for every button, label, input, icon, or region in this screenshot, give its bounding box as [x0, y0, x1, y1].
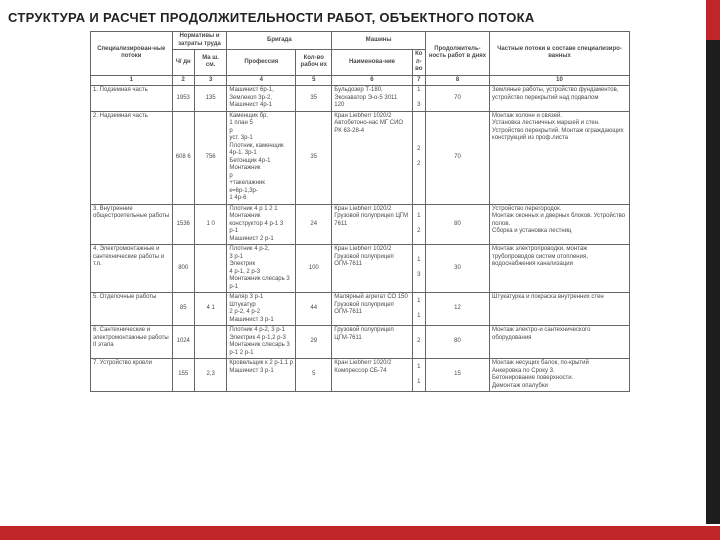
- table-row: 2. Надземная часть608 6756Каменщик бр. 1…: [91, 111, 630, 204]
- th-brigade: Бригада: [227, 32, 332, 50]
- column-number-row: 1 2 3 4 5 6 7 8 10: [91, 75, 630, 86]
- table-container: Специализирован-ные потоки Нормативы и з…: [0, 31, 720, 392]
- th-specialized: Специализирован-ные потоки: [91, 32, 173, 76]
- table-cell: 3. Внутренние общестроительные работы: [91, 204, 173, 245]
- table-cell: 1 1: [412, 293, 425, 326]
- table-cell: 1953: [172, 86, 194, 112]
- table-cell: 100: [296, 245, 332, 293]
- table-cell: 1. Подземная часть: [91, 86, 173, 112]
- table-cell: 29: [296, 326, 332, 359]
- table-row: 3. Внутренние общестроительные работы153…: [91, 204, 630, 245]
- table-row: 4. Электромонтажные и сантехнические раб…: [91, 245, 630, 293]
- table-cell: 15: [425, 359, 489, 392]
- th-machcount: Ко л-во: [412, 50, 425, 76]
- th-machname: Наименова-ние: [332, 50, 412, 76]
- table-cell: 608 6: [172, 111, 194, 204]
- table-cell: 5: [296, 359, 332, 392]
- table-cell: 4 1: [194, 293, 227, 326]
- th-workers: Кол-во рабоч их: [296, 50, 332, 76]
- table-cell: 1536: [172, 204, 194, 245]
- table-cell: 5. Отделочные работы: [91, 293, 173, 326]
- table-cell: 7. Устройство кровли: [91, 359, 173, 392]
- table-row: 6. Сантехнические и электромонтажные раб…: [91, 326, 630, 359]
- table-cell: Монтаж колонн и связей. Установка лестни…: [490, 111, 630, 204]
- table-cell: 1024: [172, 326, 194, 359]
- table-cell: Кран Liebherr 1020/2 Компрессор СБ‑74: [332, 359, 412, 392]
- table-cell: 756: [194, 111, 227, 204]
- th-chdn: Ч/ дн: [172, 50, 194, 76]
- table-cell: Кровельщик к 2 р‑1.1 р Машинист 3 р-1: [227, 359, 296, 392]
- table-cell: 35: [296, 86, 332, 112]
- table-cell: Кран Liebherr 1020/2 Автобетоно-нас МГ С…: [332, 111, 412, 204]
- table-cell: 30: [425, 245, 489, 293]
- table-row: 7. Устройство кровли1552,3Кровельщик к 2…: [91, 359, 630, 392]
- table-cell: [194, 326, 227, 359]
- table-cell: Грузовой полуприцеп ЦГМ‑7611: [332, 326, 412, 359]
- table-cell: 24: [296, 204, 332, 245]
- th-private: Частные потоки в составе специализиро-ва…: [490, 32, 630, 76]
- th-norms: Нормативы и затраты труда: [172, 32, 227, 50]
- th-prof: Профессия: [227, 50, 296, 76]
- table-cell: 1 3: [412, 245, 425, 293]
- table-cell: Машинист 6р-1, Землекоп 3р-2, Машинист 4…: [227, 86, 296, 112]
- table-cell: [194, 245, 227, 293]
- table-row: 5. Отделочные работы854 1Маляр 3 р-1 Шту…: [91, 293, 630, 326]
- table-cell: 2. Надземная часть: [91, 111, 173, 204]
- table-cell: 155: [172, 359, 194, 392]
- table-cell: 2: [412, 326, 425, 359]
- table-cell: Монтаж несущих балок, по-крытий Анкеровк…: [490, 359, 630, 392]
- table-cell: 2,3: [194, 359, 227, 392]
- th-duration: Продолжитель-ность работ в днях: [425, 32, 489, 76]
- work-duration-table: Специализирован-ные потоки Нормативы и з…: [90, 31, 630, 392]
- table-cell: 12: [425, 293, 489, 326]
- table-cell: Монтаж электро-и сантехнического оборудо…: [490, 326, 630, 359]
- table-cell: 80: [425, 326, 489, 359]
- page-title: СТРУКТУРА И РАСЧЕТ ПРОДОЛЖИТЕЛЬНОСТИ РАБ…: [0, 0, 720, 31]
- table-cell: 1 1: [412, 359, 425, 392]
- table-cell: Плотник 4 р-2, 3 р-1 Электрик 4 р-1, 2 р…: [227, 245, 296, 293]
- table-cell: Земляные работы, устройство фундаментов,…: [490, 86, 630, 112]
- table-cell: Маляр 3 р-1 Штукатур 2 р-2, 4 р-2 Машини…: [227, 293, 296, 326]
- table-row: 1. Подземная часть1953135Машинист 6р-1, …: [91, 86, 630, 112]
- table-cell: Устройство перегородок. Монтаж оконных и…: [490, 204, 630, 245]
- table-cell: Плотник 4 р 1 2 1 Монтажник конструктор …: [227, 204, 296, 245]
- table-cell: 800: [172, 245, 194, 293]
- table-cell: 70: [425, 111, 489, 204]
- accent-top: [706, 0, 720, 40]
- table-cell: 80: [425, 204, 489, 245]
- table-cell: Плотник 4 р-2, 3 р-1 Электрик 4 р-1,2 р-…: [227, 326, 296, 359]
- table-cell: Монтаж электропроводки, монтаж трубопров…: [490, 245, 630, 293]
- table-cell: 44: [296, 293, 332, 326]
- table-cell: 2 2: [412, 111, 425, 204]
- table-cell: 6. Сантехнические и электромонтажные раб…: [91, 326, 173, 359]
- table-cell: Штукатурка и покраска внутренних стен: [490, 293, 630, 326]
- table-cell: Кран Liebherr 1020/2 Грузовой полуприцеп…: [332, 245, 412, 293]
- table-cell: 35: [296, 111, 332, 204]
- accent-side: [706, 40, 720, 524]
- table-cell: 4. Электромонтажные и сантехнические раб…: [91, 245, 173, 293]
- th-machines: Машины: [332, 32, 426, 50]
- table-cell: 135: [194, 86, 227, 112]
- table-cell: 85: [172, 293, 194, 326]
- table-cell: Бульдозер Т-180, Экскаватор Э-о-5 3011 1…: [332, 86, 412, 112]
- accent-bottom: [0, 526, 720, 540]
- table-cell: 1 3: [412, 86, 425, 112]
- table-cell: 1 0: [194, 204, 227, 245]
- table-cell: Кран Liebherr 1020/2 Грузовой полуприцеп…: [332, 204, 412, 245]
- table-cell: 1 2: [412, 204, 425, 245]
- table-cell: Каменщик бр. 1 план 5 р уст. 3р-1 Плотни…: [227, 111, 296, 204]
- th-mash: Ма ш. см.: [194, 50, 227, 76]
- table-cell: Малярный агрегат СО 150 Грузовой полупри…: [332, 293, 412, 326]
- table-cell: 70: [425, 86, 489, 112]
